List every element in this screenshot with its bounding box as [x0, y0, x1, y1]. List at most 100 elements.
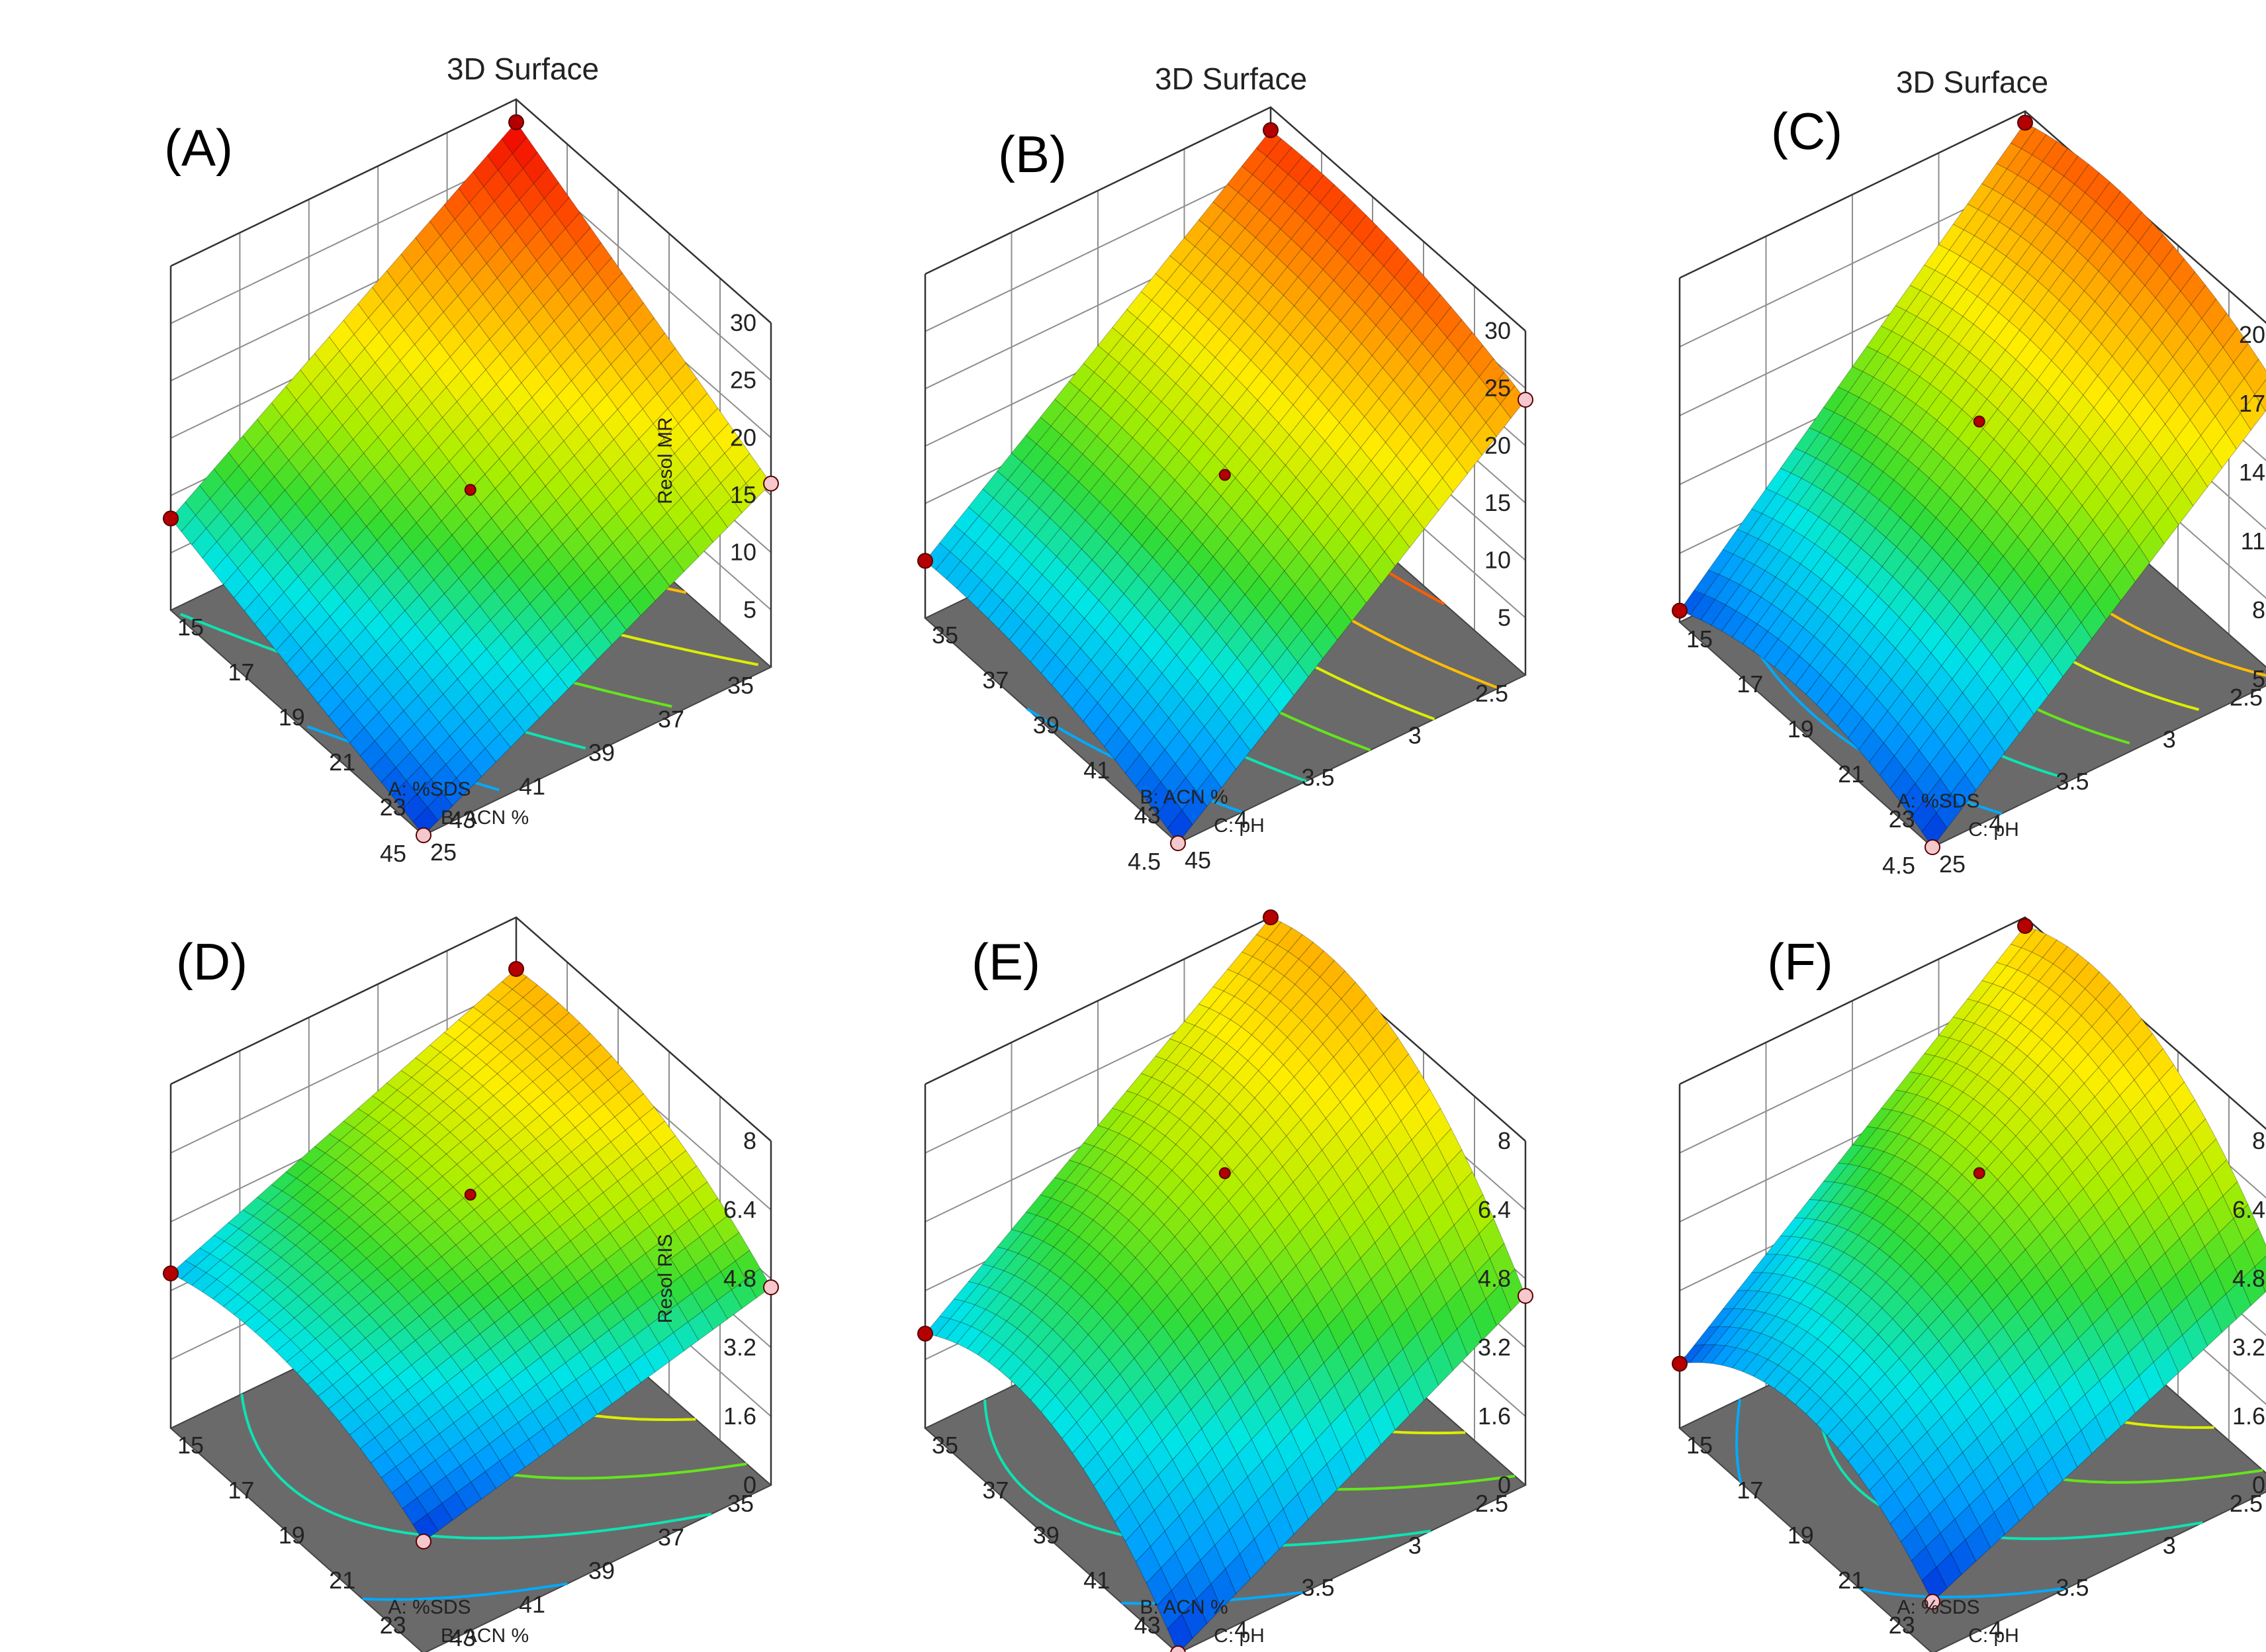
x-tick-label: 15 — [1686, 1432, 1713, 1459]
design-point — [1263, 909, 1279, 925]
x-tick-label: 23 — [1889, 1612, 1915, 1639]
y-tick-label: 4 — [1234, 1616, 1247, 1643]
y-axis-name: C: pH — [1214, 1625, 1265, 1647]
x-axis-name: B: ACN % — [1140, 1596, 1228, 1618]
contour-line — [362, 1582, 568, 1601]
y-axis-name: B: ACN % — [441, 1625, 529, 1647]
z-tick-label: 25 — [1484, 375, 1511, 402]
design-points — [163, 961, 779, 1549]
design-points — [163, 114, 779, 843]
panel-title: 3D Surface — [447, 52, 599, 86]
x-tick-label: 21 — [329, 1567, 355, 1594]
design-point — [1925, 839, 1940, 855]
z-tick-label: 25 — [730, 367, 756, 394]
z-tick-label: 1.6 — [2232, 1402, 2265, 1430]
z-tick-label: 5 — [743, 596, 756, 623]
design-point — [1973, 415, 1985, 428]
response-surface — [1679, 122, 2266, 848]
axis-ticks: 01.63.24.86.483537394143452.533.544.5 — [932, 1127, 1511, 1643]
y-tick-label: 2.5 — [1475, 680, 1508, 707]
panel-letter: (C) — [1771, 102, 1842, 160]
x-tick-label: 35 — [932, 621, 958, 649]
y-tick-label: 4 — [1989, 1616, 2002, 1643]
x-tick-label: 23 — [380, 1612, 406, 1639]
design-point — [1672, 1355, 1688, 1372]
y-tick-label: 3.5 — [1301, 1574, 1334, 1601]
x-tick-label: 15 — [1686, 625, 1713, 653]
x-tick-label: 15 — [177, 1432, 204, 1459]
panel-letter: (B) — [998, 125, 1067, 183]
x-tick-label: 17 — [228, 1477, 254, 1504]
z-tick-label: 20 — [730, 424, 756, 451]
x-tick-label: 37 — [982, 1477, 1009, 1504]
design-point — [416, 1534, 431, 1549]
z-tick-label: 0 — [1498, 1471, 1511, 1498]
design-point — [1973, 1167, 1985, 1179]
x-tick-label: 21 — [1838, 760, 1864, 788]
x-tick-label: 23 — [1889, 805, 1915, 833]
z-tick-label: 4.8 — [2232, 1265, 2265, 1292]
z-tick-label: 5 — [1498, 604, 1511, 631]
z-tick-label: 8 — [743, 1127, 756, 1154]
y-tick-label: 4 — [1234, 806, 1247, 833]
design-point — [2017, 918, 2033, 934]
panel-title: 3D Surface — [1896, 65, 2048, 99]
z-tick-label: 8 — [2252, 596, 2265, 623]
y-tick-label: 2.5 — [1475, 1490, 1508, 1517]
x-tick-label: 19 — [1788, 715, 1814, 743]
y-axis-name: C: pH — [1968, 1625, 2019, 1647]
z-tick-label: 15 — [730, 481, 756, 508]
z-tick-label: 20 — [1484, 432, 1511, 459]
z-tick-label: 30 — [730, 309, 756, 336]
x-tick-label: 39 — [1033, 711, 1060, 739]
z-tick-label: 14 — [2239, 459, 2265, 486]
z-axis-name: Resol RIS — [655, 1234, 676, 1323]
z-tick-label: 10 — [1484, 547, 1511, 574]
response-surface — [925, 129, 1526, 844]
response-surface — [170, 121, 772, 836]
design-point — [1672, 602, 1688, 619]
design-point — [917, 553, 933, 569]
design-point — [2017, 115, 2033, 131]
y-tick-label: 3.5 — [2056, 768, 2089, 795]
design-point — [508, 961, 524, 977]
x-tick-label: 41 — [1083, 757, 1110, 784]
design-point — [1925, 1594, 1940, 1610]
contour-line — [1735, 1399, 2068, 1598]
z-tick-label: 3.2 — [1478, 1334, 1511, 1361]
y-tick-label: 3 — [2163, 1532, 2176, 1559]
panel-letter: (A) — [164, 118, 233, 177]
x-tick-label: 19 — [279, 1522, 305, 1549]
z-tick-label: 0 — [2252, 1471, 2265, 1498]
x-tick-label: 19 — [1788, 1522, 1814, 1549]
axis-ticks: 5 10 15 20 25 30 35 37 39 41 43 45 2.5 3 3.5 4 4.5 — [932, 317, 1511, 875]
x-tick-label: 43 — [1134, 1612, 1161, 1639]
design-point — [464, 1189, 476, 1201]
z-axis-name: Resol MR — [655, 417, 676, 504]
design-point — [1170, 835, 1186, 851]
panel-letter: (E) — [972, 933, 1040, 991]
design-points — [1672, 918, 2033, 1610]
z-tick-label: 4.8 — [1478, 1265, 1511, 1292]
z-tick-label: 3.2 — [2232, 1334, 2265, 1361]
x-tick-label: 25 — [430, 839, 457, 866]
z-tick-label: 1.6 — [1478, 1402, 1511, 1430]
y-axis-name: C: pH — [1214, 815, 1265, 837]
x-axis-name: A: %SDS — [1897, 790, 1979, 812]
axis-ticks: 01.63.24.86.48151719212325353739414345 — [177, 1127, 756, 1651]
design-point — [763, 1279, 779, 1295]
y-tick-label: 41 — [519, 1590, 545, 1618]
response-surface — [1678, 925, 2266, 1602]
surface-panel-c: 5 8 11 14 17 20 15 17 19 21 23 25 2.5 3 3.5 4 4.5 A: %SDS… — [1672, 65, 2266, 879]
y-tick-label: 43 — [449, 806, 476, 833]
surface-panel-b: 5 10 15 20 25 30 35 37 39 41 43 45 2.5 3 3.5 4 4.5 B: ACN… — [917, 62, 1533, 875]
panel-letter: (D) — [176, 933, 248, 991]
z-tick-label: 30 — [1484, 317, 1511, 344]
y-tick-label: 39 — [588, 1557, 615, 1584]
y-axis-name: C: pH — [1968, 819, 2019, 841]
design-point — [1218, 1167, 1231, 1179]
contour-line — [240, 1393, 712, 1539]
axis-ticks: 5 10 15 20 25 30 15 17 19 21 23 25 35 37 39 41 43 45 — [177, 309, 756, 867]
z-tick-label: 4.8 — [723, 1265, 756, 1292]
z-tick-label: 6.4 — [723, 1196, 756, 1223]
